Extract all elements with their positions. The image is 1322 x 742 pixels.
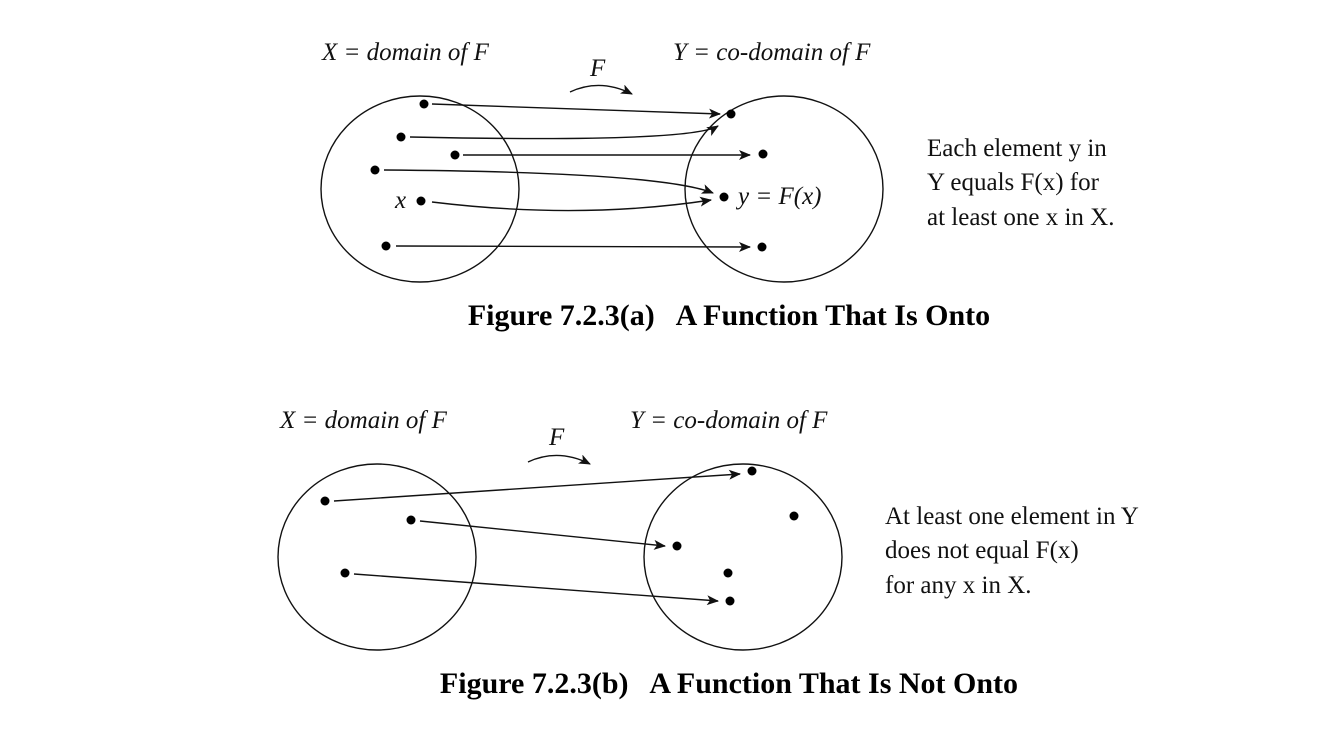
element-label-x: x [394,187,406,214]
mapping-arrow [431,196,712,212]
description-line: At least one element in Y [885,503,1139,530]
codomain-dot-unmapped [789,511,799,521]
codomain-dot [725,596,735,606]
domain-dot [406,515,416,525]
description-line: at least one x in X. [927,204,1114,231]
map-arrow-b [527,454,591,465]
mapping-arrow [333,469,741,502]
codomain-dot [726,109,736,119]
domain-dot [450,150,460,160]
domain-circle-b [277,463,477,651]
map-arrow-a [569,84,633,95]
domain-label-a: X = domain of F [321,39,490,66]
codomain-dot-y [719,192,729,202]
image-label-y: y = F(x) [735,183,821,210]
caption-a: Figure 7.2.3(a) A Function That Is Onto [468,299,990,332]
description-line: Y equals F(x) for [927,169,1100,196]
map-label-b: F [548,424,565,451]
codomain-dot [758,149,768,159]
mapping-arrow [353,573,719,606]
figure-a: X = domain of F Y = co-domain of F F x y… [320,39,1114,332]
description-line: does not equal F(x) [885,537,1079,564]
mapping-arrow [395,241,751,252]
codomain-dot-unmapped [723,568,733,578]
domain-dot [381,241,391,251]
mapping-arrow [431,103,721,119]
codomain-dot [757,242,767,252]
mapping-arrow [409,125,719,140]
mapping-arrow [419,520,666,550]
domain-dot [340,568,350,578]
domain-dot [370,165,380,175]
codomain-dot [747,466,757,476]
codomain-circle-b [643,463,843,651]
figure-b: X = domain of F Y = co-domain of F F At … [277,407,1139,700]
map-label-a: F [589,55,606,82]
codomain-dot [672,541,682,551]
domain-dot [419,99,429,109]
domain-dot [320,496,330,506]
domain-dot [396,132,406,142]
domain-circle-a [320,95,520,283]
description-line: Each element y in [927,135,1107,162]
codomain-circle-a [684,95,884,283]
domain-dot-x [416,196,426,206]
caption-b: Figure 7.2.3(b) A Function That Is Not O… [440,667,1018,700]
codomain-label-b: Y = co-domain of F [630,407,828,434]
codomain-label-a: Y = co-domain of F [673,39,871,66]
domain-label-b: X = domain of F [279,407,448,434]
mapping-arrow [383,169,714,194]
description-line: for any x in X. [885,572,1032,599]
